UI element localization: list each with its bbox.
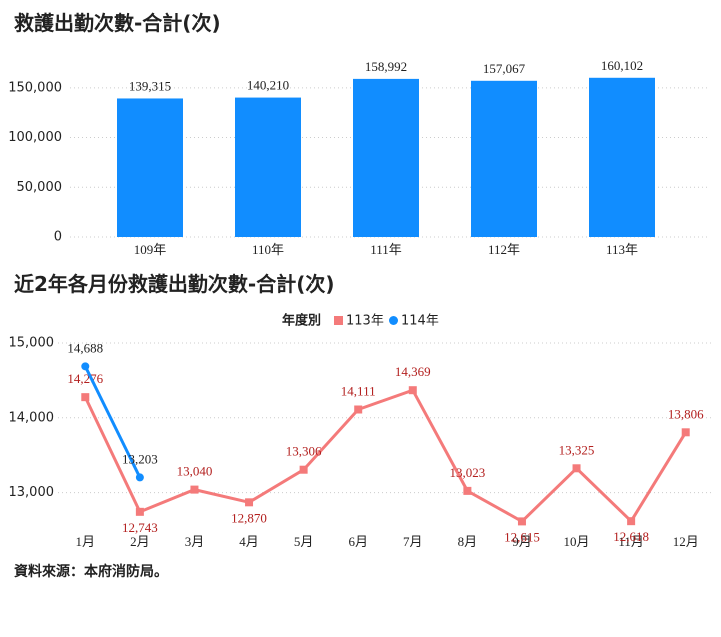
y-tick-label: 0	[54, 230, 62, 245]
value-label: 14,369	[395, 364, 431, 379]
x-tick-label: 109年	[134, 242, 167, 257]
value-label: 14,276	[67, 371, 103, 386]
marker	[190, 485, 199, 494]
x-tick-label: 2月	[130, 534, 150, 549]
legend-marker	[389, 316, 398, 325]
y-tick-label: 100,000	[8, 130, 62, 145]
y-tick-label: 150,000	[8, 80, 62, 95]
y-tick-label: 50,000	[17, 180, 63, 195]
marker	[681, 428, 690, 437]
value-label: 14,688	[67, 340, 103, 355]
marker	[81, 393, 90, 402]
marker	[135, 473, 144, 482]
marker	[299, 465, 308, 474]
legend-label: 114年	[401, 314, 439, 329]
x-tick-label: 111年	[370, 242, 402, 257]
marker	[81, 362, 90, 371]
value-label: 13,023	[450, 465, 486, 480]
value-label: 13,806	[668, 406, 704, 421]
x-tick-label: 12月	[673, 534, 699, 549]
legend-title: 年度別	[282, 313, 321, 329]
value-label: 158,992	[365, 59, 407, 74]
x-tick-label: 110年	[252, 242, 284, 257]
source-note: 資料來源：本府消防局。	[14, 563, 168, 580]
value-label: 13,040	[177, 464, 213, 479]
line	[83, 388, 687, 524]
x-tick-label: 9月	[512, 534, 532, 549]
x-tick-label: 4月	[239, 534, 259, 549]
bar	[117, 98, 183, 237]
chart-title: 近2年各月份救護出勤次數-合計(次)	[14, 272, 335, 296]
x-tick-label: 7月	[403, 534, 423, 549]
bar	[589, 77, 655, 238]
bar	[353, 78, 419, 237]
legend-marker	[334, 316, 343, 325]
x-tick-label: 11月	[618, 534, 644, 549]
value-label: 13,306	[286, 444, 322, 459]
bar	[235, 97, 301, 238]
marker	[572, 464, 581, 473]
value-label: 13,203	[122, 451, 158, 466]
marker	[408, 386, 417, 395]
value-label: 139,315	[129, 78, 171, 93]
x-tick-label: 8月	[458, 534, 478, 549]
y-tick-label: 15,000	[9, 336, 55, 351]
chart-title: 救護出勤次數-合計(次)	[14, 11, 221, 35]
x-tick-label: 112年	[488, 242, 520, 257]
value-label: 160,102	[601, 58, 643, 73]
marker	[245, 498, 254, 507]
legend-label: 113年	[346, 314, 384, 329]
value-label: 12,618	[613, 529, 649, 544]
bar	[471, 80, 537, 237]
value-label: 12,870	[231, 510, 267, 525]
y-tick-label: 13,000	[9, 485, 55, 500]
value-label: 140,210	[247, 78, 289, 93]
marker	[135, 507, 144, 516]
line	[83, 365, 142, 479]
x-tick-label: 5月	[294, 534, 314, 549]
marker	[517, 517, 526, 526]
value-label: 14,111	[341, 383, 376, 398]
value-label: 12,615	[504, 529, 540, 544]
x-tick-label: 3月	[185, 534, 205, 549]
x-tick-label: 10月	[564, 534, 590, 549]
x-tick-label: 113年	[606, 242, 638, 257]
value-label: 12,743	[122, 520, 158, 535]
y-tick-label: 14,000	[9, 410, 55, 425]
marker	[627, 517, 636, 526]
x-tick-label: 1月	[76, 534, 96, 549]
value-label: 157,067	[483, 61, 526, 76]
x-tick-label: 6月	[348, 534, 368, 549]
value-label: 13,325	[559, 442, 595, 457]
marker	[463, 486, 472, 495]
marker	[354, 405, 363, 414]
